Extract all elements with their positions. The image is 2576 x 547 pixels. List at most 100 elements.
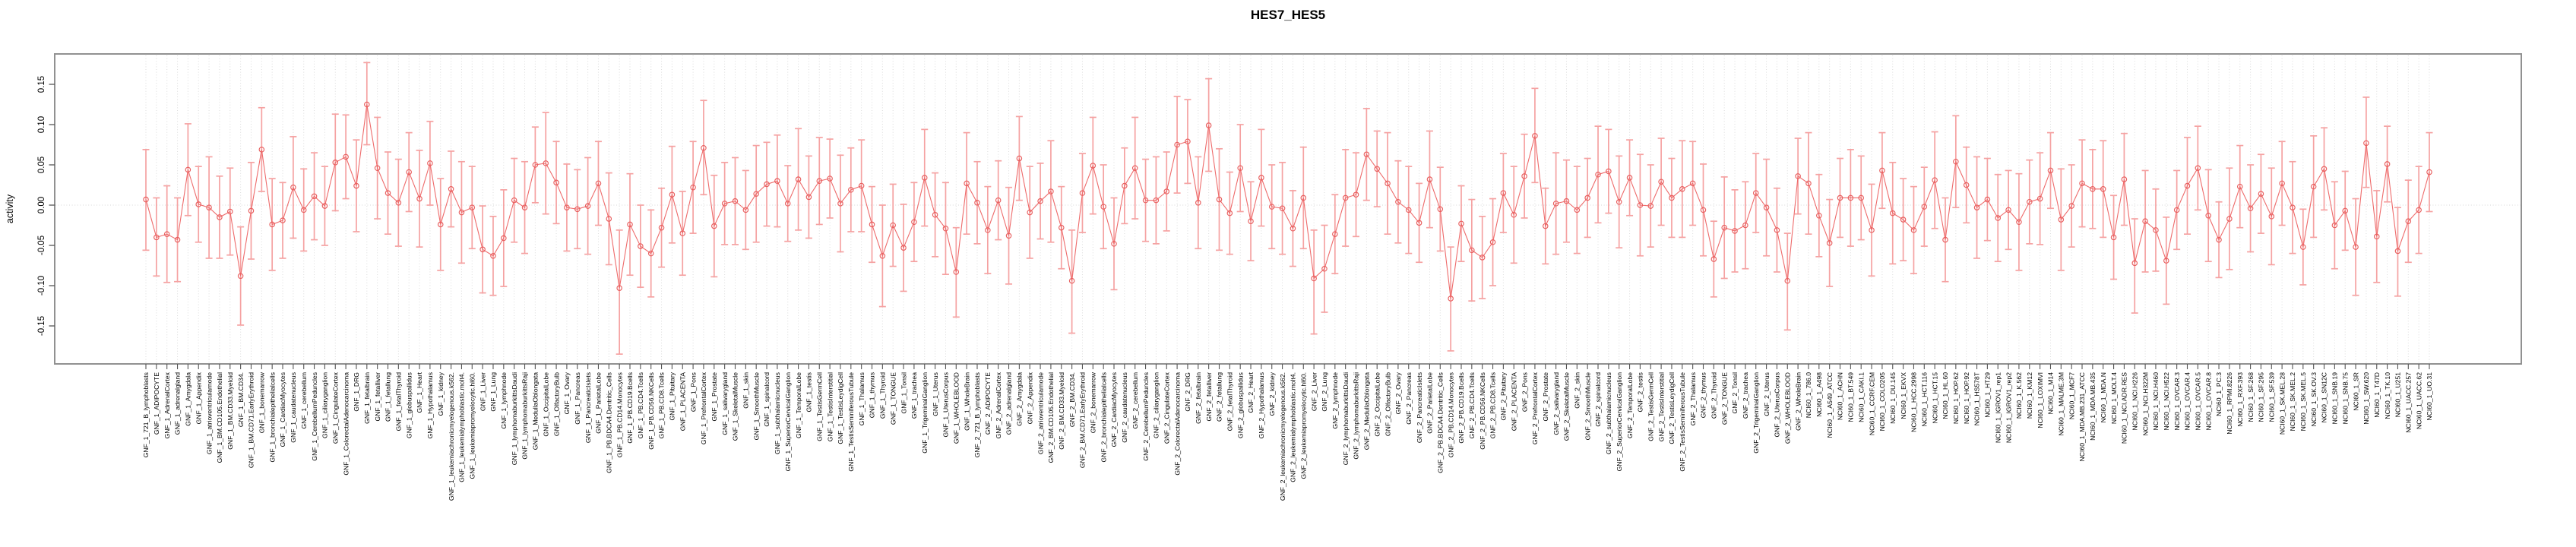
- data-point: [837, 201, 843, 207]
- data-point: [869, 221, 875, 228]
- data-point: [1426, 176, 1433, 182]
- x-category-label: GNF_2_CingulateCortex: [1163, 372, 1170, 444]
- x-category-label: GNF_2_TrigeminalGanglion: [1752, 372, 1760, 454]
- x-category-label: GNF_1_AdrenalCortex: [163, 372, 171, 438]
- data-point: [1552, 201, 1559, 207]
- x-category-label: NCI60_1_SW.620: [2362, 372, 2370, 425]
- x-category-label: NCI60_1_SK.OV.3: [2310, 372, 2318, 427]
- data-point: [1837, 194, 1843, 201]
- x-category-label: GNF_1_Thalamus: [858, 372, 866, 425]
- data-point: [1973, 204, 1980, 210]
- x-category-label: GNF_2_fetalliver: [1205, 372, 1213, 422]
- x-category-label: GNF_2_TestisInterstitial: [1657, 372, 1665, 441]
- data-point: [1016, 155, 1023, 162]
- error-bars: [142, 62, 2433, 355]
- data-point: [1079, 190, 1086, 196]
- x-category-label: NCI60_1_RPMI.8226: [2226, 372, 2233, 435]
- data-point: [574, 206, 581, 213]
- data-point: [1131, 165, 1138, 172]
- data-point: [1163, 188, 1170, 194]
- data-point: [185, 166, 191, 173]
- data-point: [1332, 231, 1338, 237]
- x-category-label: GNF_2_lymphomaburkittsDaudi: [1342, 372, 1350, 465]
- data-point: [1195, 200, 1201, 206]
- data-point: [1027, 209, 1033, 216]
- error-bar: [1783, 232, 1791, 331]
- x-category-label: GNF_1_adrenalgland: [174, 372, 182, 435]
- x-category-label: GNF_1_Pancreas: [574, 372, 581, 425]
- axes: 0.15 0.10 0.05 0.00 -0.05 -0.10 -0.15 GNF_1_721…: [37, 76, 2433, 501]
- x-category-label: GNF_1_spinalcord: [763, 372, 771, 427]
- x-category-label: GNF_2_globuspallidus: [1236, 372, 1244, 438]
- data-point: [1521, 173, 1527, 179]
- data-point: [679, 230, 686, 236]
- data-point: [1626, 175, 1633, 181]
- x-category-label: GNF_2_PancreaticIslets: [1416, 372, 1423, 443]
- x-category-label: NCI60_1_MOLT.4: [2110, 372, 2118, 424]
- data-point: [606, 216, 612, 222]
- x-category-label: GNF_1_TONGUE: [889, 372, 897, 425]
- x-category-label: GNF_2_TemporalLobe: [1626, 372, 1634, 438]
- x-category-label: GNF_1_Heart: [416, 372, 423, 413]
- data-point: [2090, 186, 2096, 192]
- x-category-label: NCI60_1_SN12C: [2321, 372, 2328, 422]
- x-category-label: GNF_2_ADIPOCYTE: [984, 372, 992, 435]
- x-category-label: NCI60_1_NCI.H522: [2163, 372, 2170, 431]
- data-point: [1185, 138, 1191, 145]
- data-point: [1847, 194, 1854, 201]
- x-category-label: GNF_1_BM.CD105.Endothelial: [216, 372, 223, 463]
- data-point: [374, 165, 381, 172]
- x-category-label: GNF_2_PB.CD4.Tcells: [1468, 372, 1476, 438]
- x-category-label: NCI60_1_M14: [2047, 372, 2055, 415]
- data-point: [1616, 198, 1622, 205]
- x-category-label: NCI60_1_SF.268: [2247, 372, 2255, 422]
- x-category-label: GNF_1_TestisLeydigCell: [837, 372, 844, 444]
- data-point: [1174, 141, 1180, 148]
- x-category-label: GNF_1_ciliaryganglion: [321, 372, 329, 438]
- x-category-label: GNF_1_bronchialepithelialcells: [268, 372, 276, 462]
- x-category-label: GNF_2_Hypothalamus: [1258, 372, 1265, 438]
- data-point: [1500, 190, 1507, 196]
- x-category-label: GNF_1_Hypothalamus: [426, 372, 434, 438]
- x-category-label: GNF_2_ciliaryganglion: [1153, 372, 1160, 438]
- x-category-label: GNF_1_TestisGermCell: [815, 372, 823, 441]
- error-bar: [1205, 77, 1213, 172]
- x-category-label: GNF_2_ParietalLobe: [1426, 372, 1434, 434]
- x-category-label: NCI60_1_RXF.393: [2236, 372, 2244, 427]
- x-category-label: GNF_1_leukemiapromyelocytic.hl60.: [468, 372, 476, 479]
- x-category-label: GNF_1_CardiacMyocytes: [279, 372, 286, 447]
- data-point: [2268, 213, 2275, 220]
- data-point: [742, 207, 749, 213]
- x-category-label: NCI60_1_HCT.15: [1931, 372, 1938, 424]
- x-category-label: GNF_2_bronchialepithelialcells: [1100, 372, 1107, 462]
- x-category-label: GNF_1_PB.CD56.NKCells: [647, 372, 655, 450]
- data-point: [174, 236, 181, 243]
- data-point: [669, 191, 676, 198]
- data-point: [1100, 204, 1106, 210]
- x-category-label: GNF_1_PrefrontalCortex: [700, 372, 707, 444]
- x-category-label: NCI60_1_HOP.92: [1963, 372, 1970, 424]
- x-category-label: NCI60_1_CCRF.CEM: [1868, 372, 1875, 435]
- x-category-label: GNF_1_OccipitalLobe: [542, 372, 549, 437]
- x-category-label: GNF_1_PB.CD14.Monocytes: [616, 372, 623, 457]
- x-category-label: GNF_1_trachea: [910, 372, 918, 419]
- x-category-label: GNF_1_OlfactoryBulb: [552, 372, 560, 436]
- x-category-label: GNF_2_spinalcord: [1594, 372, 1602, 427]
- data-point: [290, 184, 296, 191]
- data-point: [1153, 197, 1160, 204]
- data-point: [1248, 218, 1254, 224]
- x-category-label: GNF_2_AdrenalCortex: [995, 372, 1002, 438]
- data-point: [2100, 186, 2106, 192]
- data-point: [1658, 179, 1664, 185]
- data-point: [1437, 206, 1444, 213]
- data-point: [974, 200, 980, 206]
- data-point: [1752, 190, 1759, 196]
- x-category-label: NCI60_1_TK.10: [2384, 372, 2391, 419]
- x-category-label: GNF_2_PB.CD56.NKCells: [1479, 372, 1486, 450]
- data-point: [1869, 227, 1875, 233]
- data-point: [647, 250, 654, 257]
- data-point: [2310, 183, 2317, 190]
- x-category-label: GNF_1_ColorectalAdenocarcinoma: [342, 372, 350, 476]
- data-point: [1606, 168, 1612, 175]
